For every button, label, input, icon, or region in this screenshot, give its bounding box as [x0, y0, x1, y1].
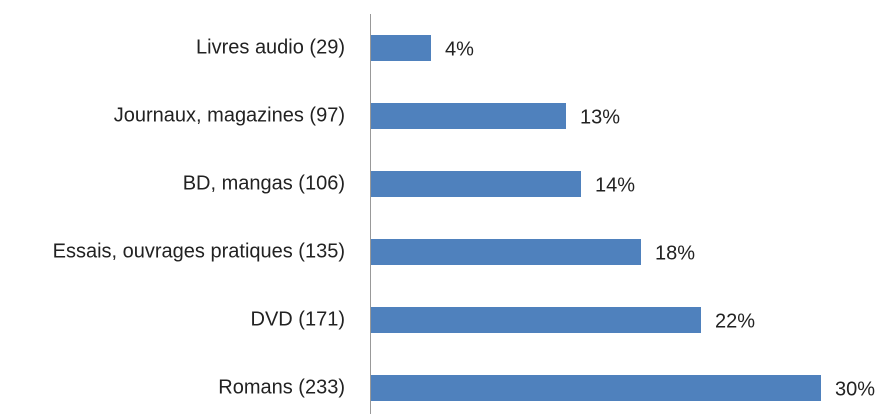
- data-label: 13%: [580, 106, 620, 128]
- data-label: 14%: [595, 174, 635, 196]
- bar: [371, 35, 431, 61]
- category-label: Romans (233): [218, 376, 345, 398]
- data-label: 4%: [445, 38, 474, 60]
- category-label: Journaux, magazines (97): [114, 104, 345, 126]
- category-label: DVD (171): [251, 308, 345, 330]
- data-label: 18%: [655, 242, 695, 264]
- category-label: BD, mangas (106): [183, 172, 345, 194]
- bar: [371, 239, 641, 265]
- data-label: 30%: [835, 378, 875, 400]
- bar: [371, 375, 821, 401]
- category-label: Essais, ouvrages pratiques (135): [53, 240, 345, 262]
- bar: [371, 307, 701, 333]
- category-label: Livres audio (29): [196, 36, 345, 58]
- bar: [371, 171, 581, 197]
- bar: [371, 103, 566, 129]
- data-label: 22%: [715, 310, 755, 332]
